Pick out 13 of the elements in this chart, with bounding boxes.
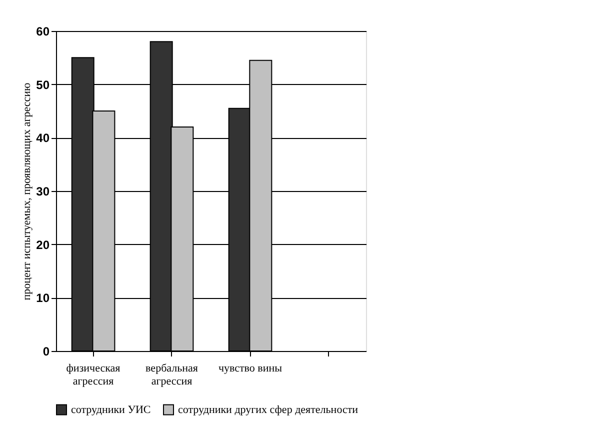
y-tick-label: 60 (36, 24, 50, 38)
legend-label: сотрудники УИС (71, 404, 151, 416)
y-tick-label: 0 (42, 344, 50, 358)
y-tick-label: 20 (36, 238, 50, 252)
legend-label: сотрудники других сфер деятельности (178, 404, 358, 416)
y-tick-label: 50 (36, 78, 50, 92)
x-tick-label: физическая агрессия (66, 362, 120, 388)
x-tick-label: чувство вины (218, 362, 283, 374)
x-tick-label: вербальная агрессия (146, 362, 198, 388)
y-tick-label: 40 (36, 131, 50, 146)
y-tick-label: 30 (36, 184, 50, 198)
y-axis-title: процент испытуемых, проявляющих агрессию (21, 82, 34, 300)
y-tick-label: 10 (36, 291, 50, 306)
